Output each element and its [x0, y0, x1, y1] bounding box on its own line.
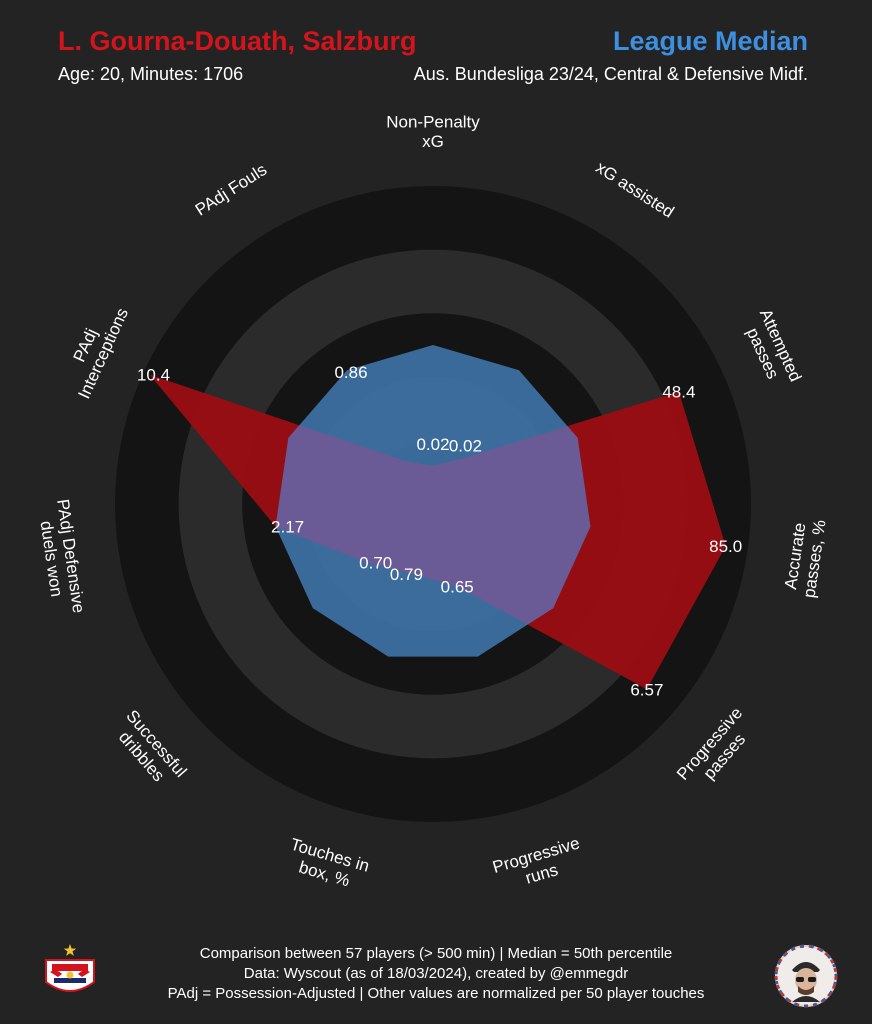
axis-label-text-10: PAdj Fouls — [192, 160, 270, 220]
player-value-label-6: 0.79 — [390, 565, 423, 584]
comparison-subtitle: Aus. Bundesliga 23/24, Central & Defensi… — [413, 64, 808, 84]
axis-label-text-3: Accuratepasses, % — [780, 516, 829, 599]
player-subtitle: Age: 20, Minutes: 1706 — [58, 64, 244, 84]
player-value-label-1: 0.02 — [449, 437, 482, 456]
footer-line-comparison: Comparison between 57 players (> 500 min… — [199, 945, 673, 962]
axis-label-10: PAdj Fouls — [192, 160, 270, 220]
player-value-label-9: 10.4 — [137, 366, 170, 385]
axis-label-2: Attemptedpasses — [738, 306, 805, 393]
axis-label-text-5: Progressiveruns — [490, 833, 587, 895]
axis-label-8: PAdj Defensiveduels won — [34, 498, 89, 617]
axis-label-3: Accuratepasses, % — [780, 516, 830, 599]
axis-label-text-8: PAdj Defensiveduels won — [34, 498, 89, 617]
player-value-label-0: 0.02 — [416, 435, 449, 454]
player-value-label-7: 0.70 — [359, 553, 392, 572]
axis-label-9: PAdjInterceptions — [57, 297, 132, 402]
axis-label-4: Progressivepasses — [673, 703, 761, 796]
axis-label-5: Progressiveruns — [490, 833, 587, 895]
footer-line-definitions: PAdj = Possession-Adjusted | Other value… — [167, 985, 705, 1002]
axis-label-text-9: PAdjInterceptions — [57, 297, 132, 402]
player-title: L. Gourna-Douath, Salzburg — [58, 26, 417, 56]
player-value-label-3: 85.0 — [709, 537, 742, 556]
axis-label-text-7: Successfuldribbles — [108, 706, 191, 793]
axis-label-text-2: Attemptedpasses — [738, 306, 805, 393]
footer-notes: Comparison between 57 players (> 500 min… — [0, 944, 872, 1004]
axis-label-1: xG assisted — [592, 158, 677, 222]
comparison-title: League Median — [612, 26, 808, 56]
axis-label-7: Successfuldribbles — [108, 706, 191, 793]
median-value-label-10: 0.86 — [334, 363, 367, 382]
footer-line-source: Data: Wyscout (as of 18/03/2024), create… — [243, 965, 629, 982]
author-avatar-logo — [774, 944, 838, 1008]
axis-label-text-1: xG assisted — [592, 158, 677, 222]
player-value-label-5: 0.65 — [441, 577, 474, 596]
axis-label-0: Non-Penalty xG — [386, 112, 480, 151]
axis-label-6: Touches inbox, % — [283, 835, 372, 895]
axis-label-text-6: Touches inbox, % — [283, 835, 372, 895]
player-value-label-4: 6.57 — [630, 680, 663, 699]
axis-label-text-4: Progressivepasses — [673, 703, 761, 796]
red-bull-salzburg-logo — [45, 944, 95, 992]
axis-label-text-0: Non-Penalty xG — [386, 112, 480, 151]
player-value-label-8: 2.17 — [271, 518, 304, 537]
player-value-label-2: 48.4 — [662, 383, 695, 402]
